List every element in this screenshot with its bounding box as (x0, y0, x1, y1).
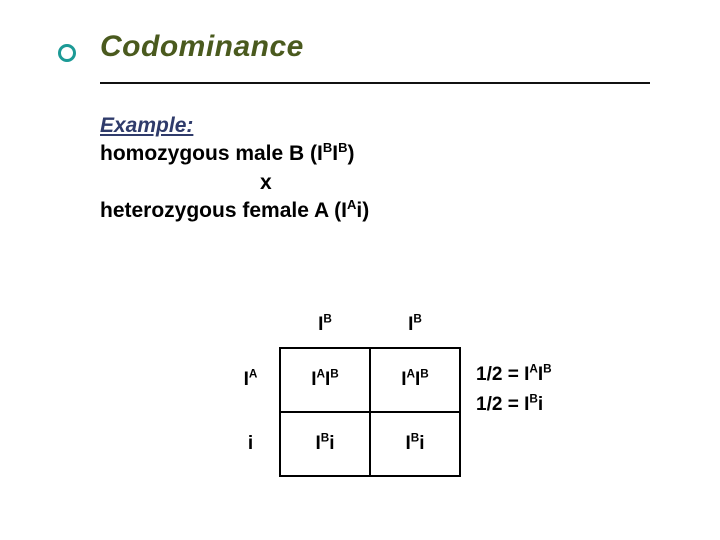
corner-empty (230, 302, 280, 348)
col-header-2: IB (370, 302, 460, 348)
result-line-2: 1/2 = IBi (476, 390, 552, 420)
male-line-sup1: B (323, 140, 332, 155)
slide-title: Codominance (100, 30, 650, 64)
example-label: Example: (100, 114, 193, 137)
row-header-2: i (230, 412, 280, 476)
male-line: homozygous male B (IBIB) (100, 142, 355, 165)
female-line-sup: A (347, 197, 356, 212)
male-line-c: ) (348, 142, 355, 165)
table-row: i IBi IBi (230, 412, 460, 476)
punnett-square: IB IB IA IAIB IAIB i IBi IBi (230, 302, 461, 477)
punnett-table: IB IB IA IAIB IAIB i IBi IBi (230, 302, 461, 477)
table-row: IA IAIB IAIB (230, 348, 460, 412)
example-body: Example: homozygous male B (IBIB) x hete… (100, 112, 650, 225)
title-divider (100, 82, 650, 84)
female-line-a: heterozygous female A (I (100, 199, 347, 222)
female-line: heterozygous female A (IAi) (100, 199, 369, 222)
slide: Codominance Example: homozygous male B (… (0, 0, 720, 540)
col-header-1: IB (280, 302, 370, 348)
table-row: IB IB (230, 302, 460, 348)
cell-1-0: IBi (280, 412, 370, 476)
row-header-1: IA (230, 348, 280, 412)
female-line-b: i) (356, 199, 369, 222)
cell-0-1: IAIB (370, 348, 460, 412)
cell-1-1: IBi (370, 412, 460, 476)
result-line-1: 1/2 = IAIB (476, 360, 552, 390)
male-line-sup2: B (338, 140, 347, 155)
results: 1/2 = IAIB 1/2 = IBi (476, 360, 552, 421)
title-bullet-icon (58, 44, 76, 62)
male-line-a: homozygous male B (I (100, 142, 323, 165)
cross-symbol: x (260, 169, 272, 197)
cell-0-0: IAIB (280, 348, 370, 412)
